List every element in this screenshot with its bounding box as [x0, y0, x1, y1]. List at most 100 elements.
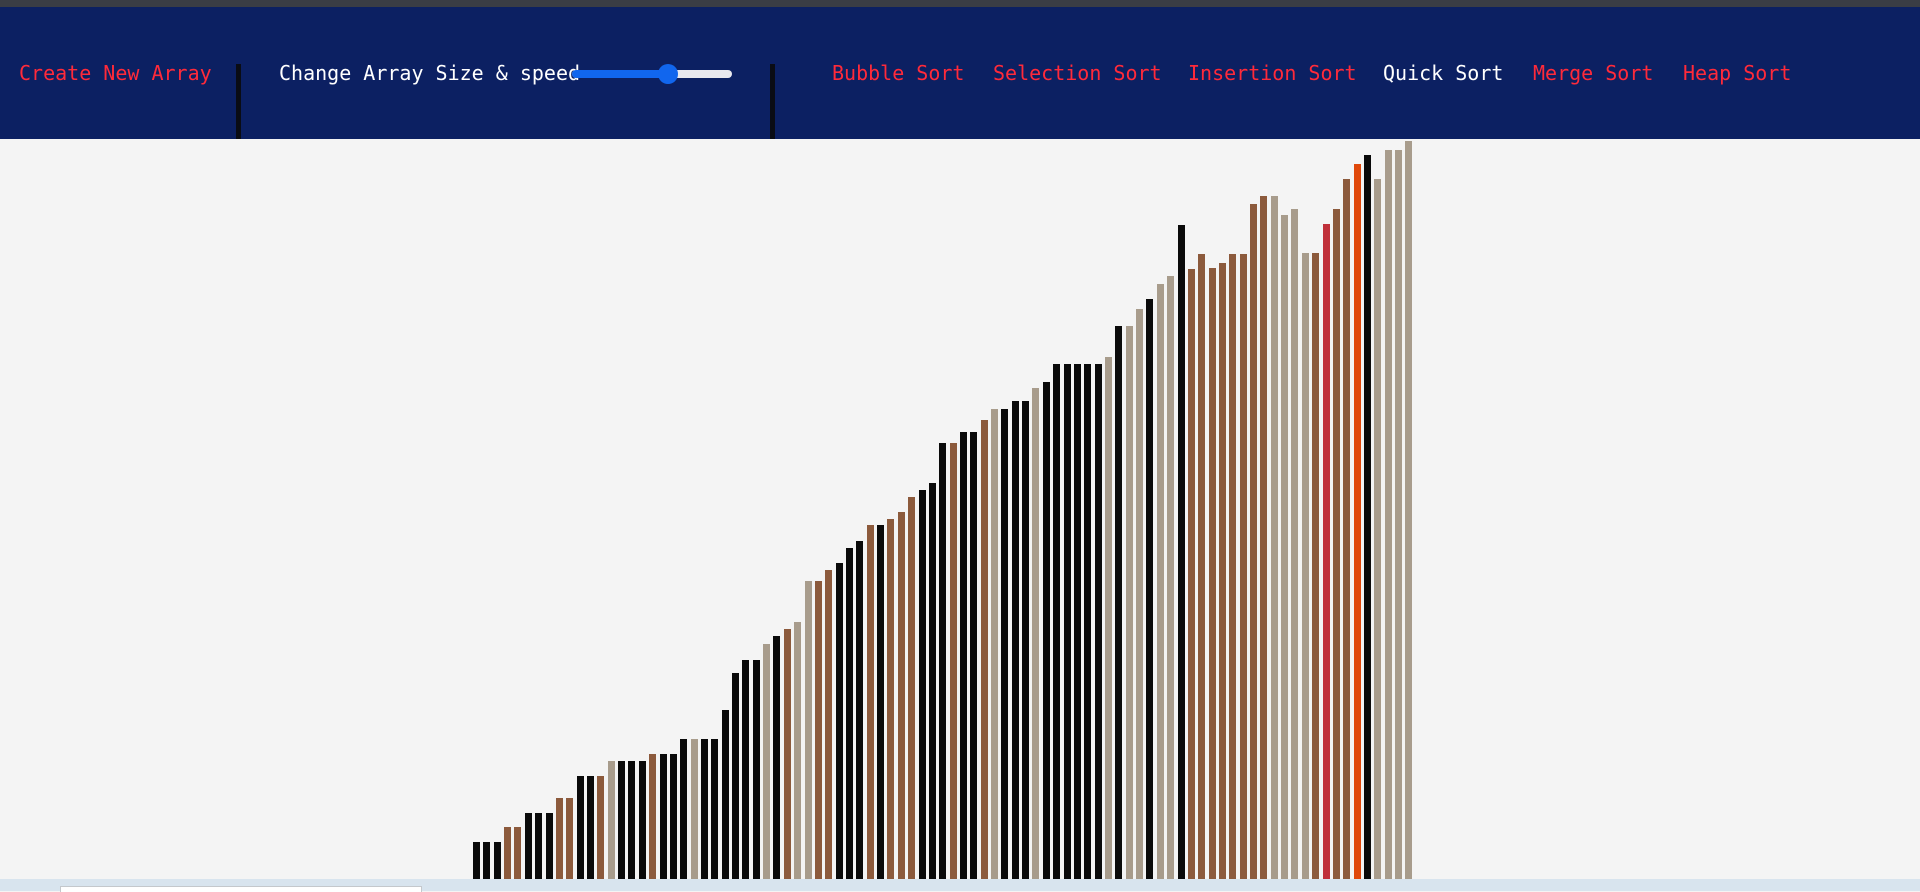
array-bar: [649, 754, 657, 879]
bottom-tab: [60, 886, 422, 892]
array-bar: [483, 842, 491, 879]
size-speed-label: Change Array Size & speed: [279, 61, 581, 85]
array-bar: [1094, 364, 1102, 879]
heap-sort-button[interactable]: Heap Sort: [1683, 61, 1792, 85]
bottom-strip: [0, 879, 1920, 891]
array-bar: [1022, 401, 1030, 879]
array-bar: [763, 644, 771, 879]
array-bar: [835, 563, 843, 879]
array-bar: [1125, 326, 1133, 879]
array-bar: [856, 541, 864, 879]
array-bar: [1011, 401, 1019, 879]
array-bar: [535, 813, 543, 879]
array-bar: [773, 636, 781, 879]
array-bar: [1270, 196, 1278, 879]
array-bar: [783, 629, 791, 879]
array-bar: [814, 581, 822, 879]
array-bar: [1167, 276, 1175, 879]
array-bar: [794, 622, 802, 879]
array-bar: [711, 739, 719, 879]
array-bar: [1032, 388, 1040, 879]
array-bar: [1187, 269, 1195, 879]
navbar-divider: [236, 64, 241, 139]
array-bar: [1063, 364, 1071, 879]
array-bar: [1218, 263, 1226, 879]
array-bar: [928, 483, 936, 879]
bubble-sort-button[interactable]: Bubble Sort: [832, 61, 965, 85]
array-bar: [473, 842, 480, 879]
array-bar: [1146, 299, 1154, 879]
array-bar: [1239, 254, 1247, 879]
array-bar: [980, 420, 988, 879]
array-bar: [514, 827, 522, 879]
create-new-array-button[interactable]: Create New Array: [19, 61, 212, 85]
array-bar: [1322, 224, 1330, 879]
array-bar: [1208, 268, 1216, 879]
array-bar: [721, 710, 729, 879]
array-bar: [1250, 204, 1257, 879]
array-bar: [825, 570, 833, 879]
array-bar: [669, 754, 677, 879]
array-bar: [607, 761, 615, 879]
slider-fill: [572, 70, 668, 78]
merge-sort-button[interactable]: Merge Sort: [1533, 61, 1654, 85]
array-bar: [1115, 326, 1123, 879]
slider-thumb[interactable]: [658, 64, 678, 84]
array-bar: [1281, 215, 1289, 879]
array-bar: [1229, 254, 1237, 879]
size-speed-slider[interactable]: [572, 63, 732, 85]
array-bar: [1405, 141, 1413, 879]
array-bar: [846, 548, 853, 879]
window-top-strip: [0, 0, 1920, 7]
navbar-divider: [770, 64, 775, 139]
array-bar: [1291, 209, 1299, 879]
array-bar: [1312, 253, 1320, 879]
array-bar: [587, 776, 594, 879]
array-bar: [1156, 284, 1164, 879]
array-bar: [680, 739, 688, 879]
array-bar: [732, 673, 739, 879]
quick-sort-button[interactable]: Quick Sort: [1383, 61, 1504, 85]
array-bar: [566, 798, 574, 879]
array-bar: [1042, 382, 1050, 879]
array-bar: [1301, 253, 1309, 879]
array-bar: [918, 490, 926, 879]
array-bar: [1374, 179, 1382, 879]
array-bar: [504, 827, 512, 879]
array-bar: [1384, 150, 1392, 879]
array-bar: [1260, 196, 1268, 879]
array-bar: [1343, 179, 1351, 879]
array-bar: [949, 443, 957, 879]
array-bar: [1084, 364, 1092, 879]
array-bar: [638, 761, 646, 879]
array-bar: [493, 842, 501, 879]
array-bar: [991, 409, 998, 879]
array-bar: [1001, 409, 1009, 879]
array-bar: [970, 432, 978, 879]
array-bar: [866, 525, 874, 879]
array-bar: [524, 813, 532, 879]
array-bar: [742, 660, 750, 879]
selection-sort-button[interactable]: Selection Sort: [993, 61, 1162, 85]
array-bars-area: [0, 139, 1920, 879]
array-bar: [1073, 364, 1081, 879]
array-bar: [939, 443, 947, 879]
array-bar: [1364, 155, 1371, 879]
array-bar: [752, 660, 760, 879]
array-bar: [618, 761, 625, 879]
navbar: Create New Array Change Array Size & spe…: [0, 7, 1920, 139]
array-bar: [555, 798, 563, 879]
array-bar: [877, 525, 884, 879]
array-bar: [1053, 364, 1061, 879]
array-bar: [628, 761, 636, 879]
array-bar: [804, 581, 812, 879]
array-bar: [1198, 254, 1206, 879]
array-bar: [659, 754, 667, 879]
array-bar: [1332, 209, 1340, 879]
array-bar: [1136, 309, 1143, 879]
array-bar: [1177, 225, 1185, 879]
array-bar: [887, 519, 895, 879]
insertion-sort-button[interactable]: Insertion Sort: [1188, 61, 1357, 85]
array-bar: [897, 512, 905, 879]
array-bar: [545, 813, 553, 879]
